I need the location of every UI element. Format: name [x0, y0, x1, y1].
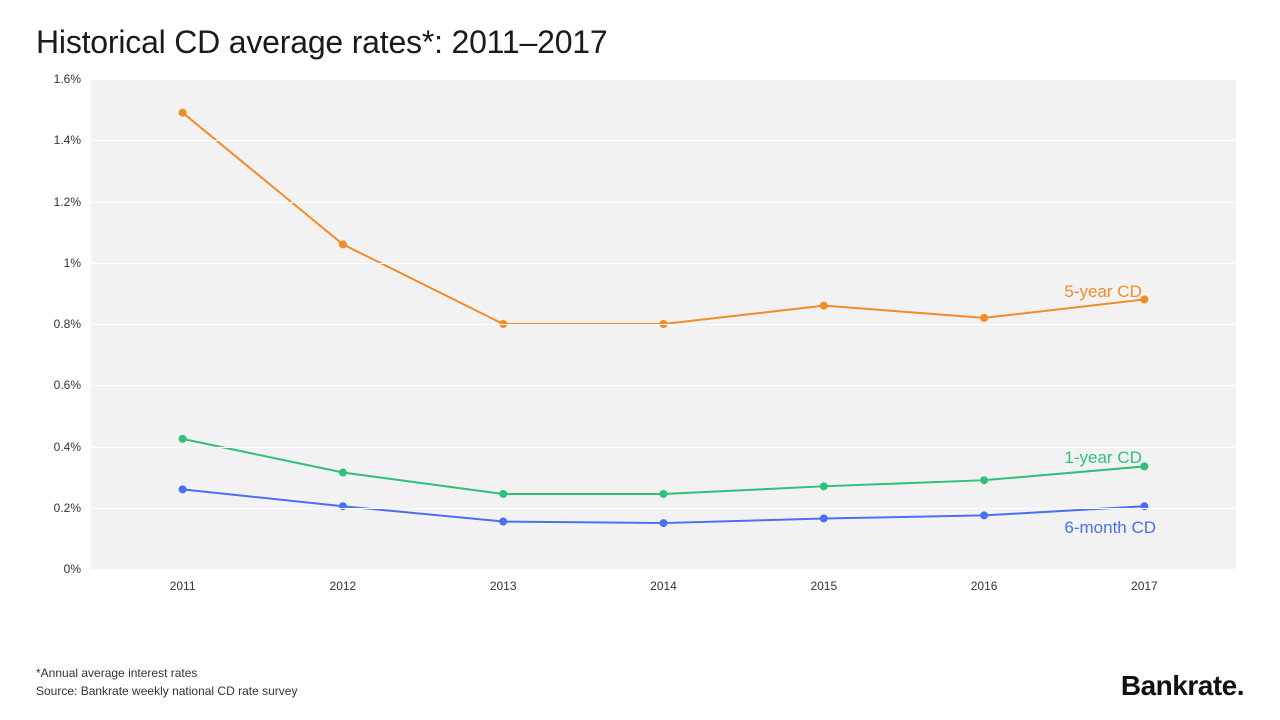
brand-text: Bankrate	[1121, 670, 1237, 701]
y-axis-label: 0.6%	[54, 378, 91, 392]
y-axis-label: 1%	[64, 256, 91, 270]
series-marker	[179, 435, 187, 443]
series-marker	[339, 240, 347, 248]
y-axis-label: 1.2%	[54, 195, 91, 209]
gridline	[91, 140, 1236, 141]
series-label: 5-year CD	[1064, 282, 1141, 302]
cd-rates-chart: 0%0.2%0.4%0.6%0.8%1%1.2%1.4%1.6%20112012…	[36, 79, 1236, 599]
chart-footnote: *Annual average interest rates Source: B…	[36, 664, 297, 700]
series-line	[183, 113, 1145, 324]
gridline	[91, 263, 1236, 264]
plot-area: 0%0.2%0.4%0.6%0.8%1%1.2%1.4%1.6%20112012…	[91, 79, 1236, 569]
gridline	[91, 508, 1236, 509]
series-marker	[179, 109, 187, 117]
gridline	[91, 324, 1236, 325]
y-axis-label: 0.4%	[54, 440, 91, 454]
series-marker	[1140, 502, 1148, 510]
y-axis-label: 0.8%	[54, 317, 91, 331]
series-label: 6-month CD	[1064, 518, 1156, 538]
x-axis-label: 2017	[1131, 569, 1158, 593]
y-axis-label: 1.4%	[54, 133, 91, 147]
series-marker	[980, 314, 988, 322]
x-axis-label: 2011	[170, 569, 196, 593]
page-title: Historical CD average rates*: 2011–2017	[36, 24, 1244, 61]
y-axis-label: 1.6%	[54, 72, 91, 86]
gridline	[91, 202, 1236, 203]
series-marker	[499, 518, 507, 526]
y-axis-label: 0%	[64, 562, 91, 576]
series-marker	[820, 514, 828, 522]
x-axis-label: 2015	[810, 569, 837, 593]
series-marker	[980, 511, 988, 519]
series-marker	[499, 490, 507, 498]
x-axis-label: 2012	[330, 569, 357, 593]
gridline	[91, 385, 1236, 386]
series-marker	[660, 519, 668, 527]
x-axis-label: 2013	[490, 569, 517, 593]
series-marker	[339, 502, 347, 510]
series-marker	[179, 485, 187, 493]
series-marker	[339, 469, 347, 477]
series-marker	[820, 482, 828, 490]
series-marker	[820, 302, 828, 310]
x-axis-label: 2016	[971, 569, 998, 593]
gridline	[91, 79, 1236, 80]
footnote-line-2: Source: Bankrate weekly national CD rate…	[36, 682, 297, 700]
x-axis-label: 2014	[650, 569, 677, 593]
gridline	[91, 447, 1236, 448]
brand-logo: Bankrate.	[1121, 670, 1244, 702]
series-marker	[660, 490, 668, 498]
brand-dot-icon: .	[1237, 670, 1244, 701]
footnote-line-1: *Annual average interest rates	[36, 664, 297, 682]
series-label: 1-year CD	[1064, 448, 1141, 468]
y-axis-label: 0.2%	[54, 501, 91, 515]
series-marker	[980, 476, 988, 484]
